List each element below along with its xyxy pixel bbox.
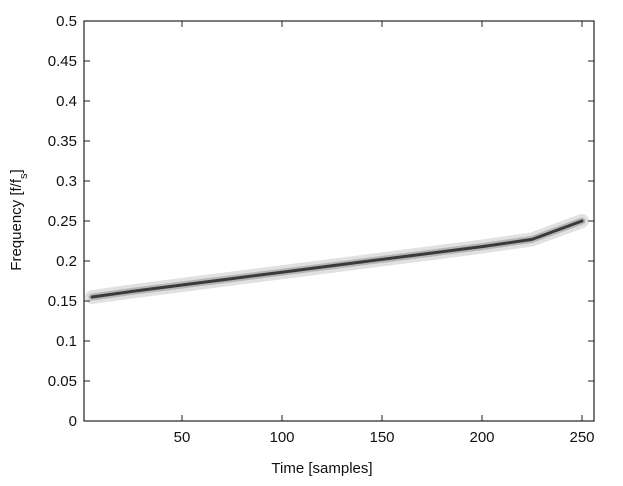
y-tick-label: 0.25 bbox=[48, 213, 77, 230]
x-tick-label: 250 bbox=[569, 429, 594, 446]
data-point bbox=[430, 251, 434, 255]
plot-area bbox=[83, 20, 595, 422]
y-tick-label: 0.35 bbox=[48, 133, 77, 150]
y-tick-label: 0.2 bbox=[56, 253, 77, 270]
y-tick-label: 0.45 bbox=[48, 53, 77, 70]
x-axis-label: Time [samples] bbox=[271, 460, 372, 477]
data-point bbox=[90, 295, 94, 299]
data-point bbox=[280, 271, 284, 274]
x-tick-label: 150 bbox=[369, 429, 394, 446]
x-axis: 50 100 150 200 250 bbox=[174, 21, 595, 446]
y-tick-label: 0 bbox=[69, 413, 77, 430]
data-point bbox=[130, 290, 134, 293]
x-tick-label: 200 bbox=[469, 429, 494, 446]
plot-frame bbox=[83, 20, 595, 422]
data-point bbox=[480, 245, 484, 248]
y-tick-label: 0.05 bbox=[48, 373, 77, 390]
y-tick-label: 0.5 bbox=[56, 13, 77, 30]
y-axis: 0 0.05 0.1 0.15 0.2 0.25 0.3 0.35 0.4 0.45 0.5 bbox=[48, 13, 594, 430]
data-point bbox=[330, 264, 334, 267]
data-point bbox=[380, 258, 384, 261]
y-tick-label: 0.4 bbox=[56, 93, 77, 110]
x-tick-label: 50 bbox=[174, 429, 191, 446]
y-tick-label: 0.1 bbox=[56, 333, 77, 350]
y-axis-label: Frequency [f/fs] bbox=[8, 169, 30, 270]
x-tick-label: 100 bbox=[269, 429, 294, 446]
data-point bbox=[580, 219, 584, 223]
data-point bbox=[530, 238, 534, 241]
data-point bbox=[180, 283, 184, 287]
y-tick-label: 0.15 bbox=[48, 293, 77, 310]
data-point bbox=[230, 277, 234, 280]
y-tick-label: 0.3 bbox=[56, 173, 77, 190]
